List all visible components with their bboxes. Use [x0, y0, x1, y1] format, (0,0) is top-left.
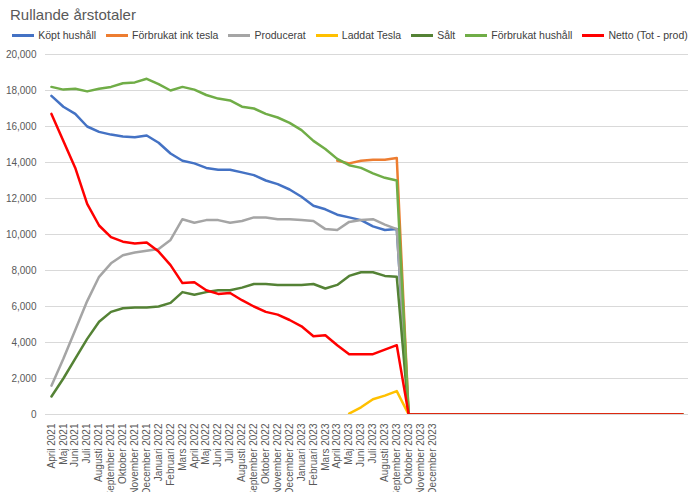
svg-text:September 2022: September 2022 — [248, 423, 259, 492]
svg-text:12,000: 12,000 — [6, 193, 37, 204]
svg-text:Juni 2023: Juni 2023 — [355, 423, 366, 467]
svg-text:16,000: 16,000 — [6, 121, 37, 132]
svg-text:April 2021: April 2021 — [46, 423, 57, 468]
html-text:Förbrukat hushåll: Förbrukat hushåll — [491, 29, 573, 41]
svg-text:December 2023: December 2023 — [427, 423, 438, 492]
svg-text:10,000: 10,000 — [6, 229, 37, 240]
html-text:Rullande årstotaler: Rullande årstotaler — [10, 6, 136, 23]
svg-text:Mars 2023: Mars 2023 — [320, 423, 331, 471]
svg-text:Januari 2022: Januari 2022 — [153, 423, 164, 481]
svg-text:Juli 2023: Juli 2023 — [367, 423, 378, 463]
svg-text:Februari 2023: Februari 2023 — [308, 423, 319, 486]
html-text:Producerat: Producerat — [254, 29, 306, 41]
svg-text:Februari 2022: Februari 2022 — [165, 423, 176, 486]
svg-text:4,000: 4,000 — [11, 337, 36, 348]
svg-text:2,000: 2,000 — [11, 373, 36, 384]
svg-text:Oktober 2023: Oktober 2023 — [403, 423, 414, 484]
svg-text:20,000: 20,000 — [6, 49, 37, 60]
svg-text:Juli 2022: Juli 2022 — [224, 423, 235, 463]
svg-text:6,000: 6,000 — [11, 301, 36, 312]
svg-text:April 2022: April 2022 — [189, 423, 200, 468]
svg-text:April 2023: April 2023 — [331, 423, 342, 468]
svg-text:November 2023: November 2023 — [415, 423, 426, 492]
svg-text:Maj 2022: Maj 2022 — [200, 423, 211, 465]
html-text:Laddat Tesla: Laddat Tesla — [341, 29, 402, 41]
svg-text:Januari 2023: Januari 2023 — [296, 423, 307, 481]
svg-text:November 2021: November 2021 — [129, 423, 140, 492]
svg-text:Augusti 2022: Augusti 2022 — [236, 423, 247, 482]
html-text:Köpt hushåll: Köpt hushåll — [38, 29, 96, 41]
svg-text:Juni 2021: Juni 2021 — [69, 423, 80, 467]
svg-text:14,000: 14,000 — [6, 157, 37, 168]
svg-text:December 2021: December 2021 — [141, 423, 152, 492]
svg-text:Mars 2022: Mars 2022 — [177, 423, 188, 471]
svg-text:Maj 2023: Maj 2023 — [343, 423, 354, 465]
svg-text:November 2022: November 2022 — [272, 423, 283, 492]
svg-text:September 2023: September 2023 — [391, 423, 402, 492]
svg-text:Augusti 2023: Augusti 2023 — [379, 423, 390, 482]
html-text:Förbrukat ink tesla: Förbrukat ink tesla — [132, 29, 219, 41]
svg-text:Oktober 2021: Oktober 2021 — [117, 423, 128, 484]
svg-text:Augusti 2021: Augusti 2021 — [93, 423, 104, 482]
svg-text:Juli 2021: Juli 2021 — [81, 423, 92, 463]
svg-text:Maj 2021: Maj 2021 — [58, 423, 69, 465]
svg-text:8,000: 8,000 — [11, 265, 36, 276]
svg-text:Oktober 2022: Oktober 2022 — [260, 423, 271, 484]
svg-text:September 2021: September 2021 — [105, 423, 116, 492]
svg-text:18,000: 18,000 — [6, 85, 37, 96]
svg-text:Juni 2022: Juni 2022 — [212, 423, 223, 467]
svg-text:0: 0 — [31, 409, 37, 420]
html-text:Sålt: Sålt — [437, 29, 456, 41]
svg-text:December 2022: December 2022 — [284, 423, 295, 492]
html-text:Netto (Tot - prod): Netto (Tot - prod) — [608, 29, 688, 41]
